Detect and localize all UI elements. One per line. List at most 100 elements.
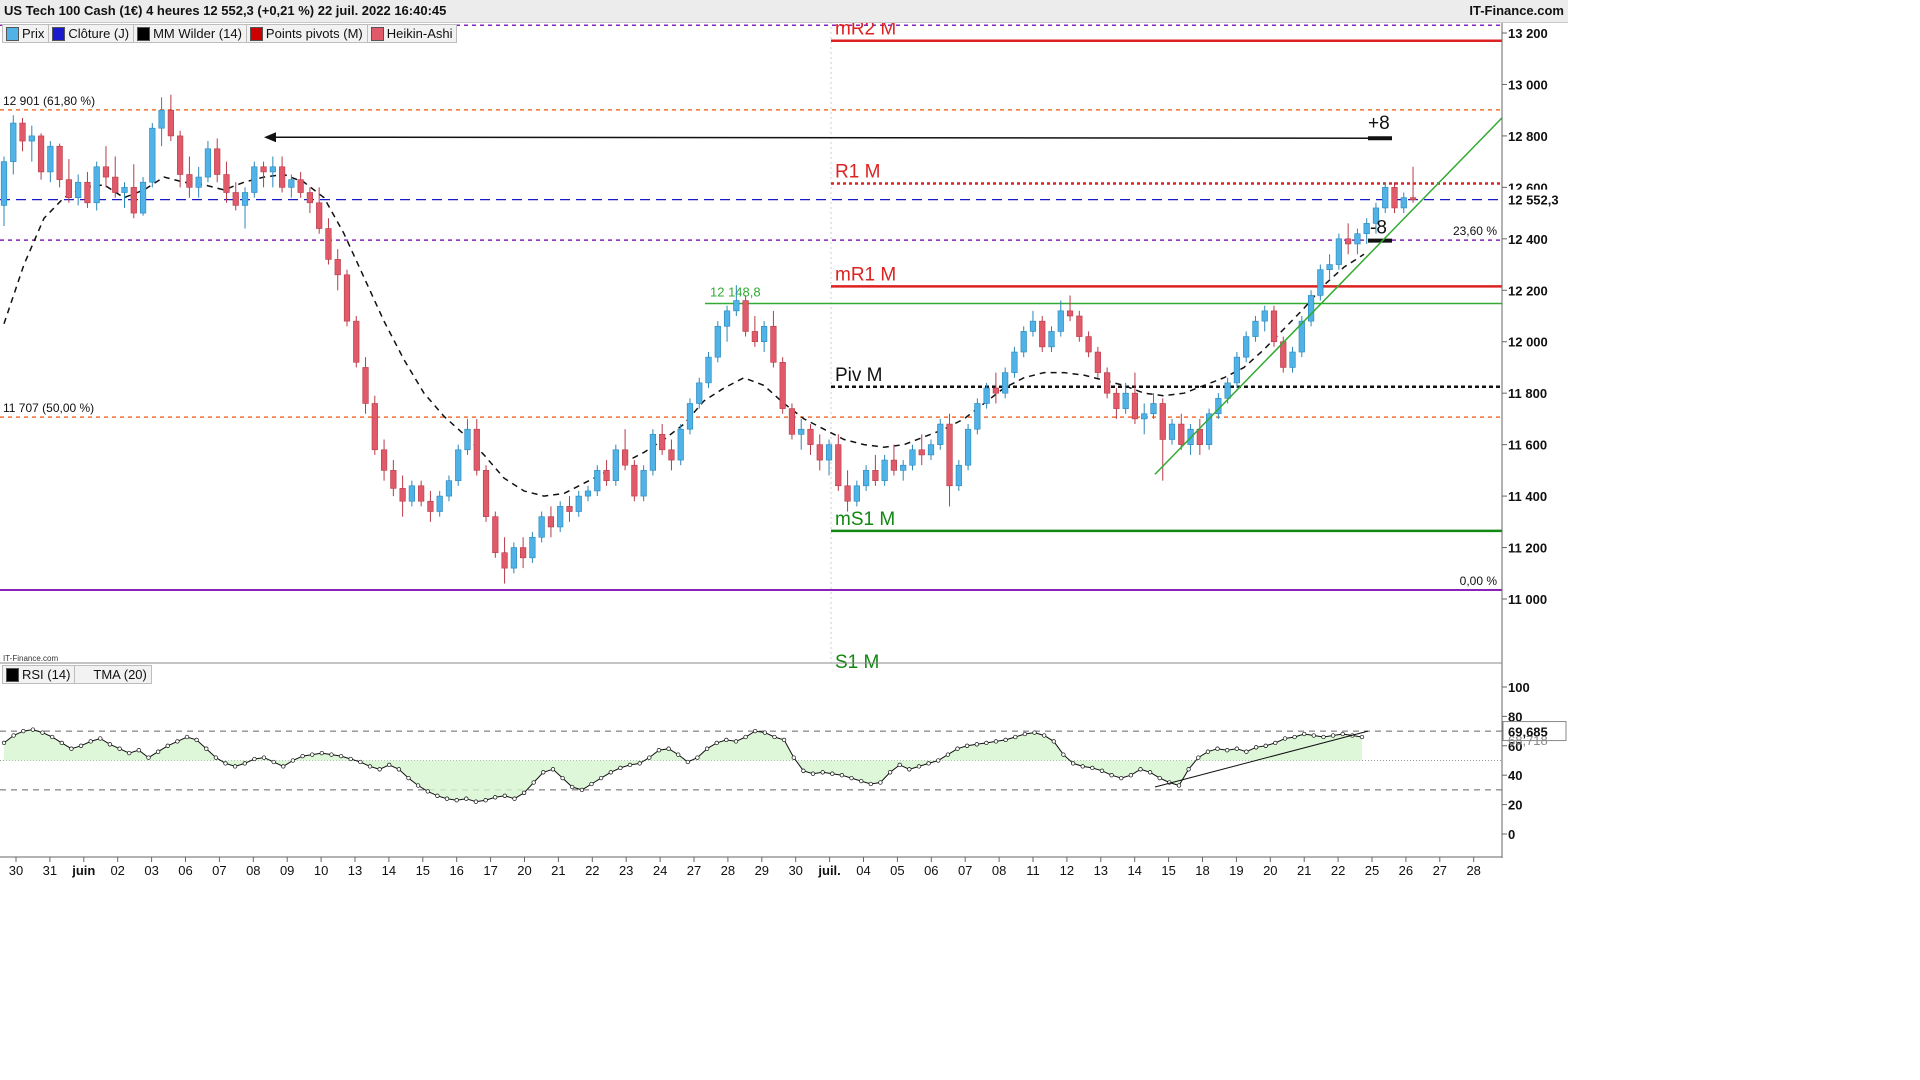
candle <box>177 130 184 188</box>
candle <box>742 295 749 337</box>
rsi-line <box>3 729 1363 803</box>
candle-body <box>538 516 545 538</box>
x-tick-label: 28 <box>1466 863 1480 878</box>
candle <box>1317 264 1324 301</box>
candle-body <box>742 300 749 332</box>
price-tick-label: 11 200 <box>1508 541 1547 556</box>
candle <box>1131 372 1139 425</box>
candle <box>890 444 898 476</box>
rsi-point <box>1244 749 1249 754</box>
legend-item-rsi[interactable]: RSI (14) <box>3 666 76 683</box>
legend-item-cloture[interactable]: Clôture (J) <box>49 25 135 42</box>
candle <box>825 439 833 476</box>
rsi-point <box>1109 773 1114 778</box>
legend-item-heikin-ashi[interactable]: Heikin-Ashi <box>368 25 457 42</box>
rsi-point <box>1225 748 1230 753</box>
rsi-point <box>406 775 411 781</box>
candle <box>269 156 276 188</box>
rsi-point <box>290 758 296 763</box>
candle-body <box>186 174 193 188</box>
candle <box>1372 202 1380 234</box>
candle <box>288 174 295 198</box>
candle <box>1391 182 1398 214</box>
rsi-point <box>1330 733 1336 738</box>
candle-body <box>56 145 63 180</box>
candle-body <box>557 506 564 528</box>
legend-item-mm-wilder[interactable]: MM Wilder (14) <box>134 25 247 42</box>
x-tick-label: 22 <box>585 863 599 878</box>
rsi-point <box>30 727 36 732</box>
candle-body <box>0 161 8 206</box>
candle <box>779 357 786 414</box>
rsi-point <box>618 765 623 771</box>
candle <box>603 460 610 486</box>
rsi-point <box>358 759 363 765</box>
candle <box>733 285 740 316</box>
last-price-box <box>1503 189 1566 210</box>
candle-body <box>390 470 397 489</box>
candle-body <box>1354 233 1361 245</box>
candle-body <box>278 166 286 188</box>
candle <box>418 480 425 507</box>
rsi-point <box>1359 734 1365 740</box>
rsi-point <box>1196 755 1201 760</box>
rsi-point <box>261 755 267 760</box>
rsi-point <box>232 764 238 769</box>
rsi-point <box>1253 745 1259 750</box>
rsi-point <box>223 761 228 766</box>
candle-body <box>1113 392 1120 409</box>
target-arrow-line <box>271 136 1393 139</box>
candle <box>121 182 128 208</box>
candle-body <box>399 488 406 502</box>
price-tick-label: 11 600 <box>1508 438 1547 453</box>
candle-body <box>1150 403 1157 415</box>
candle <box>1206 408 1213 450</box>
price-tick-label: 12 200 <box>1508 283 1548 298</box>
candle-body <box>890 459 898 471</box>
candle-body <box>649 434 656 471</box>
candle-body <box>918 449 925 456</box>
rsi-point <box>1 740 7 746</box>
rsi-point <box>1321 734 1326 740</box>
fib-label: 23,60 % <box>1453 224 1497 238</box>
candle-body <box>770 325 777 363</box>
candle <box>186 156 193 198</box>
price-tick-label: 13 000 <box>1508 77 1548 92</box>
candle-body <box>612 449 619 481</box>
x-tick-label: 21 <box>1297 863 1311 878</box>
candle <box>325 218 332 265</box>
arrow-head-icon <box>264 132 276 143</box>
rsi-panel <box>0 727 1502 804</box>
legend-item-prix[interactable]: Prix <box>3 25 50 42</box>
candle <box>0 156 8 226</box>
candle-body <box>84 181 91 204</box>
candle <box>306 187 314 214</box>
candle <box>241 187 249 229</box>
candle <box>1345 223 1352 255</box>
rsi-point <box>926 761 931 766</box>
candle <box>464 418 471 455</box>
rsi-point <box>387 762 392 768</box>
rsi-point <box>1273 740 1278 746</box>
rsi-point <box>1311 733 1316 738</box>
rsi-point <box>598 775 604 781</box>
candle-body <box>696 382 703 404</box>
rsi-tick-label: 80 <box>1508 709 1522 724</box>
pivot-label: mR1 M <box>835 264 896 285</box>
cloture-swatch-icon <box>52 26 66 41</box>
rsi-point <box>69 746 74 751</box>
legend-item-tma[interactable]: TMA (20) <box>93 667 147 682</box>
candle <box>872 454 879 486</box>
rsi-point <box>1147 770 1153 775</box>
rsi-point <box>512 796 517 801</box>
brand-label[interactable]: IT-Finance.com <box>1469 3 1564 18</box>
tma-last-label: 68,718 <box>1508 733 1548 748</box>
candle-body <box>1307 295 1315 322</box>
rsi-point <box>521 790 527 795</box>
rsi-swatch-icon <box>6 667 19 682</box>
candle <box>75 174 82 206</box>
candle <box>65 159 72 203</box>
legend-item-points-pivots[interactable]: Points pivots (M) <box>247 25 368 42</box>
pivot-label: mR2 M <box>835 19 896 40</box>
candle <box>316 187 323 234</box>
